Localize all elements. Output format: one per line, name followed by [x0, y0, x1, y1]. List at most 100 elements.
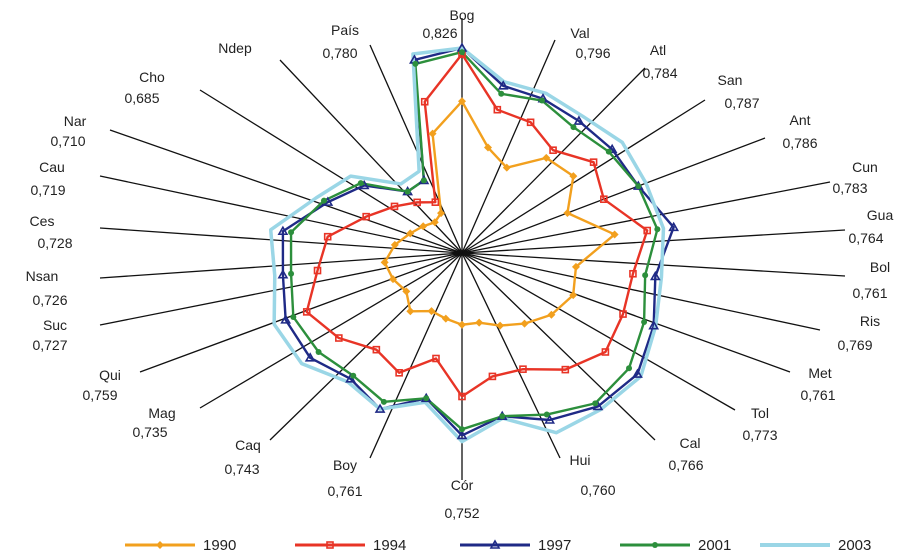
data-point-1990	[496, 321, 505, 330]
chart-legend: 1990 1994 1997 2001 2003	[125, 537, 871, 554]
data-point-1997	[544, 414, 556, 424]
data-point-1990	[430, 218, 439, 227]
data-point-1994	[519, 365, 527, 373]
data-point-1994	[601, 348, 610, 356]
axis-spoke-20	[99, 227, 463, 254]
data-point-2001	[499, 413, 506, 420]
data-point-1990	[388, 275, 397, 284]
data-point-1997	[668, 221, 680, 232]
axis-value: 0,761	[852, 285, 887, 301]
axis-value: 0,786	[782, 135, 817, 151]
data-point-1990	[542, 153, 551, 162]
axis-label: Bog	[450, 7, 475, 23]
legend-item-1994: 1994	[295, 537, 406, 554]
axis-value: 0,761	[327, 483, 362, 499]
axis-value: 0,726	[32, 292, 67, 308]
data-point-1990	[610, 230, 619, 239]
axis-spoke-10	[461, 252, 736, 411]
data-point-1994	[526, 118, 535, 127]
axis-label: Ndep	[218, 40, 252, 56]
axis-label: Val	[570, 25, 589, 41]
legend-marker	[326, 541, 334, 549]
axis-spoke-1	[461, 39, 556, 254]
axis-label: Suc	[43, 317, 67, 333]
legend-label: 1994	[373, 537, 406, 554]
legend-label: 2001	[698, 537, 731, 554]
data-point-1990	[406, 307, 415, 316]
axis-label: Tol	[751, 405, 769, 421]
axis-label: Ant	[789, 112, 810, 128]
data-point-1990	[475, 318, 484, 327]
axis-label: Nar	[64, 113, 87, 129]
legend-marker	[489, 539, 501, 549]
data-point-2001	[654, 226, 661, 233]
axis-value: 0,784	[642, 65, 677, 81]
data-point-1994	[313, 266, 322, 275]
data-point-1997	[632, 368, 643, 378]
data-point-1994	[589, 158, 598, 166]
data-point-1990	[419, 222, 428, 231]
axis-value: 0,752	[444, 505, 479, 521]
legend-item-1990: 1990	[125, 537, 236, 554]
data-point-2001	[605, 148, 612, 155]
axis-spoke-19	[99, 252, 463, 279]
axis-value: 0,796	[575, 45, 610, 61]
axis-spoke-5	[461, 181, 831, 254]
axis-label: Boy	[333, 457, 357, 473]
axis-label: Cau	[39, 159, 65, 175]
data-point-1990	[427, 307, 436, 316]
data-point-1997	[573, 115, 585, 125]
data-point-1994	[432, 354, 440, 363]
data-point-1990	[502, 163, 511, 172]
axis-value: 0,710	[50, 133, 85, 149]
data-point-1997	[280, 314, 292, 324]
legend-label: 1990	[203, 537, 236, 554]
axis-spoke-2	[461, 67, 646, 254]
radar-markers	[277, 42, 680, 440]
axis-value: 0,728	[37, 235, 72, 251]
data-point-1994	[643, 226, 651, 235]
axis-label: Ris	[860, 313, 880, 329]
radar-series	[268, 46, 675, 444]
axis-value: 0,743	[224, 461, 259, 477]
data-point-1997	[304, 352, 316, 362]
axis-value: 0,759	[82, 387, 117, 403]
axis-value: 0,826	[422, 25, 457, 41]
data-point-1990	[571, 262, 580, 271]
data-point-1990	[441, 314, 450, 323]
legend-marker	[156, 541, 164, 549]
data-point-1994	[458, 392, 466, 401]
data-point-1994	[600, 195, 608, 204]
axis-label: Qui	[99, 367, 121, 383]
data-point-1997	[277, 269, 289, 279]
data-point-2001	[592, 400, 599, 407]
axis-value: 0,760	[580, 482, 615, 498]
data-point-2001	[320, 197, 327, 204]
data-point-1990	[458, 97, 466, 106]
data-point-1997	[374, 403, 386, 413]
data-point-2001	[498, 90, 505, 97]
data-point-2001	[570, 124, 577, 131]
data-point-1997	[497, 80, 509, 90]
data-point-1990	[458, 320, 466, 329]
data-point-1990	[406, 229, 415, 238]
axis-spoke-18	[99, 252, 463, 326]
data-point-2001	[404, 188, 411, 195]
data-point-2001	[423, 395, 430, 402]
data-point-1990	[520, 319, 529, 328]
axis-spoke-12	[461, 252, 561, 459]
data-point-2001	[357, 180, 364, 187]
series-line-1997	[281, 46, 675, 437]
axis-spoke-11	[461, 252, 656, 441]
axis-label: Bol	[870, 259, 890, 275]
axis-label: Nsan	[26, 268, 59, 284]
axis-label: Gua	[867, 207, 894, 223]
axis-spoke-24	[279, 59, 463, 254]
axis-label: Cal	[679, 435, 700, 451]
axis-label: San	[718, 72, 743, 88]
axis-value: 0,764	[848, 230, 883, 246]
data-point-1997	[649, 270, 661, 281]
axis-value: 0,769	[837, 337, 872, 353]
legend-label: 1997	[538, 537, 571, 554]
